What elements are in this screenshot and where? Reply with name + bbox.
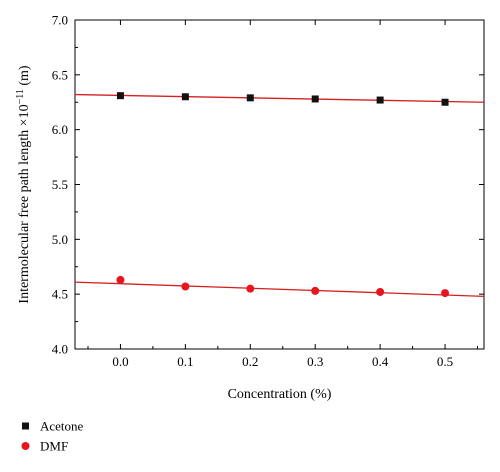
data-point-dmf [116,275,125,284]
y-tick-label: 4.5 [52,287,68,302]
legend-label-dmf: DMF [40,439,68,454]
y-tick-label: 5.5 [52,177,68,192]
fit-line-dmf [74,281,485,298]
y-axis-title-exponent: −11 [15,89,26,104]
legend-label-acetone: Acetone [40,419,84,434]
x-tick-label: 0.1 [177,354,193,369]
y-tick-label: 7.0 [52,13,68,28]
y-tick-label: 6.5 [52,67,68,82]
x-axis-title: Concentration (%) [228,387,332,402]
data-point-dmf [181,282,190,291]
data-point-dmf [311,286,320,295]
x-tick-label: 0.3 [307,354,323,369]
x-tick-label: 0.0 [112,354,128,369]
data-point-dmf [441,289,450,298]
plot-frame [74,19,485,350]
data-point-acetone [441,98,449,106]
data-point-acetone [311,95,319,103]
y-tick-label: 5.0 [52,232,68,247]
y-axis-title-unit: (m) [17,65,32,89]
data-point-acetone [181,93,189,101]
y-tick-label: 6.0 [52,122,68,137]
data-point-dmf [246,284,255,293]
data-point-dmf [376,287,385,296]
data-point-acetone [246,94,254,102]
y-tick-label: 4.0 [52,342,68,357]
data-point-acetone [116,92,124,100]
plot-area: 0.0 0.1 0.2 0.3 0.4 0.5 4.0 4.5 5.0 5.5 6.0 6.5 7.0 [52,13,485,369]
data-point-acetone [376,96,384,104]
legend-marker-dmf [21,442,30,450]
x-tick-label: 0.4 [372,354,389,369]
legend: Acetone DMF [21,419,84,454]
y-axis-title-main: Intermolecular free path length ×10 [17,104,32,303]
y-axis-title: Intermolecular free path length ×10−11 (… [15,65,33,303]
legend-marker-acetone [22,422,29,430]
fit-line-acetone [74,93,485,103]
x-tick-label: 0.2 [242,354,258,369]
x-tick-label: 0.5 [437,354,453,369]
